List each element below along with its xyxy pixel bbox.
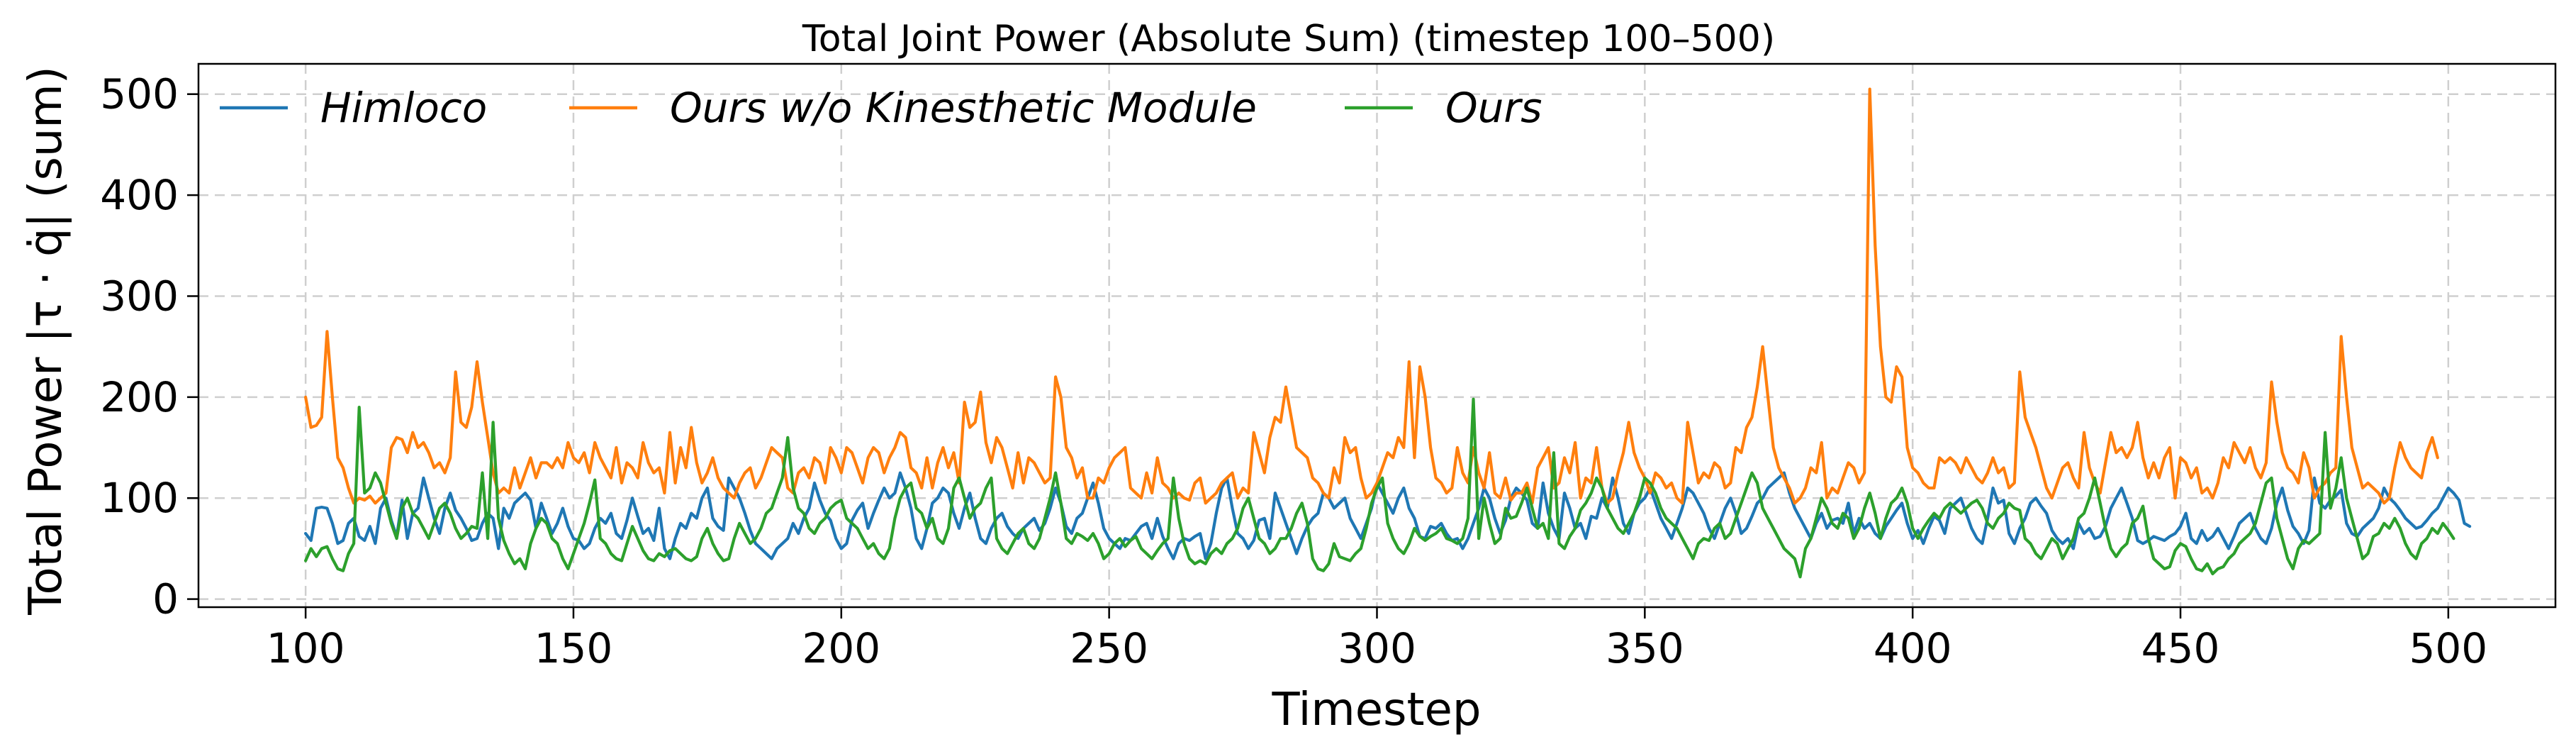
chart-title: Total Joint Power (Absolute Sum) (timest… — [802, 18, 1775, 60]
series-line-2 — [304, 87, 2439, 505]
x-tick-label: 400 — [1874, 624, 1952, 672]
axis-ticks: 100 150 200 250 300 350 400 450 500 0 100 200 300 400… — [100, 70, 2487, 672]
legend: Himloco Ours w/o Kinesthetic Module Ours — [220, 84, 1542, 132]
series-lines — [304, 87, 2472, 579]
y-tick-label: 200 — [100, 373, 179, 421]
grid — [198, 64, 2555, 607]
legend-label: Himloco — [320, 84, 487, 132]
x-tick-label: 150 — [534, 624, 613, 672]
x-tick-label: 250 — [1070, 624, 1148, 672]
x-tick-label: 500 — [2409, 624, 2488, 672]
series-line-1 — [304, 471, 2472, 560]
legend-label: Ours w/o Kinesthetic Module — [670, 84, 1257, 132]
y-axis-label: Total Power |τ · q̇| (sum) — [20, 66, 72, 616]
series-line-3 — [304, 397, 2455, 579]
x-tick-label: 300 — [1338, 624, 1416, 672]
x-tick-label: 100 — [267, 624, 345, 672]
x-tick-label: 200 — [802, 624, 880, 672]
y-tick-label: 500 — [100, 70, 179, 118]
y-tick-label: 100 — [100, 474, 179, 522]
x-axis-label: Timestep — [1271, 684, 1481, 736]
legend-label: Ours — [1445, 84, 1542, 132]
y-tick-label: 400 — [100, 171, 179, 219]
x-tick-label: 350 — [1606, 624, 1684, 672]
x-tick-label: 450 — [2141, 624, 2220, 672]
y-tick-label: 0 — [152, 575, 179, 623]
y-tick-label: 300 — [100, 272, 179, 320]
